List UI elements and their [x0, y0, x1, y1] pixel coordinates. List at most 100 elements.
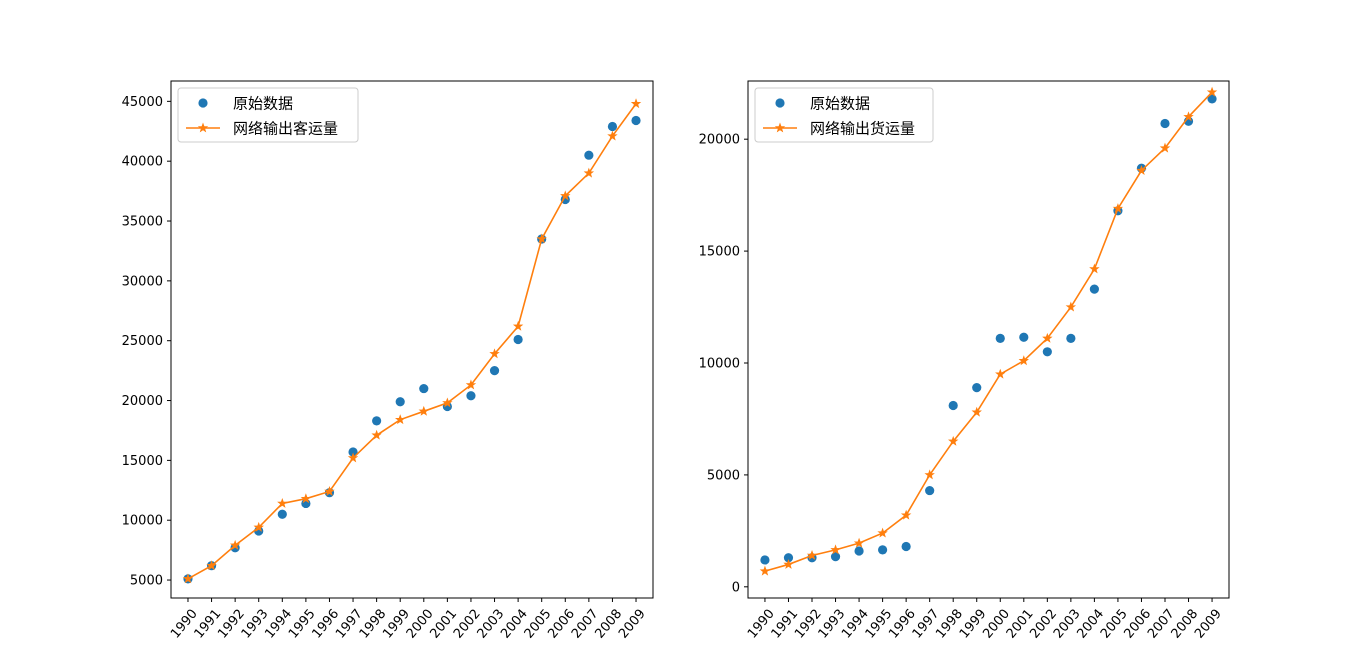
y-tick-label: 10000 — [122, 514, 163, 529]
axes-frame — [747, 80, 1230, 599]
data-point — [631, 115, 641, 126]
data-point — [1066, 333, 1076, 343]
data-point — [1206, 86, 1218, 97]
data-point — [806, 550, 818, 560]
data-point — [630, 98, 642, 109]
data-point — [607, 130, 618, 141]
data-point — [925, 485, 935, 496]
legend-label: 原始数据 — [233, 95, 293, 113]
data-point — [348, 447, 358, 457]
data-point — [466, 391, 476, 401]
y-tick-label: 10000 — [699, 357, 740, 372]
data-point — [1089, 263, 1100, 274]
y-tick-label: 35000 — [122, 215, 163, 230]
data-point — [971, 406, 982, 417]
data-point — [324, 486, 335, 496]
data-point — [854, 546, 864, 556]
data-point — [900, 509, 912, 520]
data-point — [878, 545, 888, 555]
data-point — [442, 397, 453, 408]
data-point — [760, 555, 770, 565]
data-point — [1019, 332, 1029, 342]
data-point — [512, 320, 524, 331]
chart-2: 0 5000 10000 15000 20000 19901991199219931994… — [699, 80, 1230, 642]
data-point — [995, 368, 1006, 379]
y-tick-label: 5000 — [130, 574, 163, 589]
y-tick-label: 15000 — [122, 454, 163, 469]
data-point — [418, 405, 430, 416]
data-point — [947, 435, 959, 446]
data-point — [972, 383, 982, 393]
data-point — [300, 493, 312, 504]
data-point — [783, 558, 794, 569]
data-point — [1042, 332, 1053, 343]
data-point — [536, 233, 547, 244]
data-point — [513, 334, 523, 345]
y-tick-label: 15000 — [699, 245, 740, 260]
data-point — [277, 509, 287, 519]
data-point — [277, 497, 288, 508]
data-point — [395, 397, 405, 407]
y-tick-label: 0 — [732, 580, 740, 595]
x-axis: 1990199119921993199419951996199719981999… — [745, 598, 1225, 642]
data-point — [419, 383, 429, 394]
data-point — [1207, 94, 1217, 104]
y-tick-label: 20000 — [699, 133, 740, 148]
series-2 — [182, 98, 642, 584]
data-point — [1159, 142, 1171, 153]
data-point — [206, 560, 217, 571]
series-line — [764, 91, 1213, 572]
legend-marker — [197, 122, 209, 133]
data-point — [995, 333, 1005, 343]
y-tick-label: 25000 — [122, 334, 163, 349]
data-point — [371, 429, 382, 440]
data-point — [783, 553, 794, 563]
series-1 — [183, 115, 641, 584]
legend-box — [754, 87, 934, 143]
data-point — [1112, 203, 1124, 213]
data-point — [948, 400, 958, 411]
legend-label: 原始数据 — [810, 95, 870, 113]
legend-marker — [775, 98, 785, 108]
y-axis: 0 5000 10000 15000 20000 — [699, 133, 748, 595]
data-point — [583, 167, 595, 178]
y-axis: 5000 10000 15000 20000 25000 30000 35000 40000 4… — [122, 95, 171, 589]
data-point — [1089, 284, 1099, 294]
data-point — [489, 348, 500, 359]
data-point — [607, 121, 618, 132]
data-point — [853, 537, 865, 548]
y-tick-label: 20000 — [122, 394, 163, 409]
data-point — [877, 527, 888, 538]
data-point — [347, 452, 359, 463]
data-point — [759, 565, 771, 576]
data-point — [584, 150, 594, 160]
data-point — [229, 539, 241, 550]
data-point — [560, 190, 571, 201]
legend-box — [177, 87, 359, 143]
x-axis: 1990199119921993199419951996199719981999… — [168, 598, 649, 642]
y-tick-label: 45000 — [122, 95, 163, 110]
y-tick-label: 40000 — [122, 155, 163, 170]
data-point — [901, 541, 911, 552]
data-point — [372, 416, 382, 426]
data-point — [1136, 165, 1147, 175]
axes-frame — [170, 80, 654, 599]
y-tick-label: 30000 — [122, 274, 163, 289]
data-point — [924, 469, 935, 480]
x-tick-label: 2009 — [616, 607, 649, 642]
data-point — [1042, 347, 1052, 357]
data-point — [1183, 111, 1194, 122]
data-point — [489, 366, 500, 376]
chart-1: 5000 10000 15000 20000 25000 30000 35000 40000 4… — [122, 80, 654, 642]
data-point — [394, 414, 406, 425]
data-point — [253, 521, 264, 532]
data-point — [830, 551, 841, 562]
data-point — [1065, 301, 1077, 312]
legend-label: 网络输出客运量 — [233, 120, 338, 138]
legend-marker — [198, 98, 208, 108]
data-point — [182, 573, 194, 584]
